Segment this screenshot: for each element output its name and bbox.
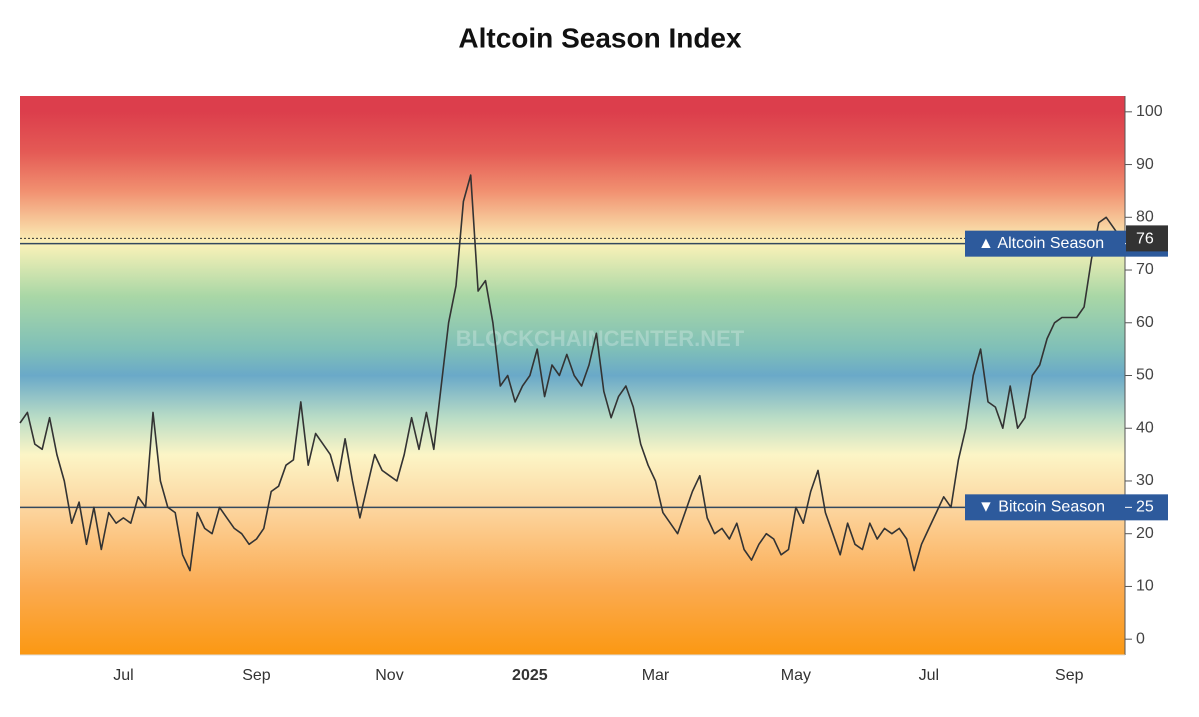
threshold-value: 25 bbox=[1136, 499, 1154, 516]
y-tick-label: 50 bbox=[1136, 367, 1154, 384]
y-tick-label: 90 bbox=[1136, 156, 1154, 173]
x-tick-label: May bbox=[781, 667, 811, 684]
y-tick-label: 20 bbox=[1136, 525, 1154, 542]
y-tick-label: 30 bbox=[1136, 472, 1154, 489]
x-tick-label: Jul bbox=[919, 667, 939, 684]
plot-background bbox=[20, 96, 1125, 655]
index-line bbox=[19, 174, 1122, 572]
current-label: 76 bbox=[1136, 231, 1154, 248]
y-tick-label: 10 bbox=[1136, 578, 1154, 595]
x-tick-label: Jul bbox=[113, 667, 133, 684]
x-tick-label: Sep bbox=[1055, 667, 1084, 684]
x-tick-label: 2025 bbox=[512, 667, 548, 684]
y-tick-label: 80 bbox=[1136, 209, 1154, 226]
x-tick-label: Sep bbox=[242, 667, 271, 684]
x-tick-label: Mar bbox=[642, 667, 670, 684]
threshold-box bbox=[965, 494, 1168, 521]
y-tick-label: 100 bbox=[1136, 103, 1163, 120]
threshold-label: ▼ Bitcoin Season bbox=[978, 499, 1105, 516]
y-tick-label: 0 bbox=[1136, 630, 1145, 647]
y-tick-label: 40 bbox=[1136, 419, 1154, 436]
current-box bbox=[1126, 225, 1168, 252]
y-tick-label: 70 bbox=[1136, 261, 1154, 278]
x-tick-label: Nov bbox=[375, 667, 403, 684]
threshold-label: ▲ Altcoin Season bbox=[978, 235, 1104, 252]
chart-title: Altcoin Season Index bbox=[458, 22, 742, 53]
y-tick-label: 60 bbox=[1136, 314, 1154, 331]
watermark: BLOCKCHAINCENTER.NET bbox=[456, 326, 745, 351]
